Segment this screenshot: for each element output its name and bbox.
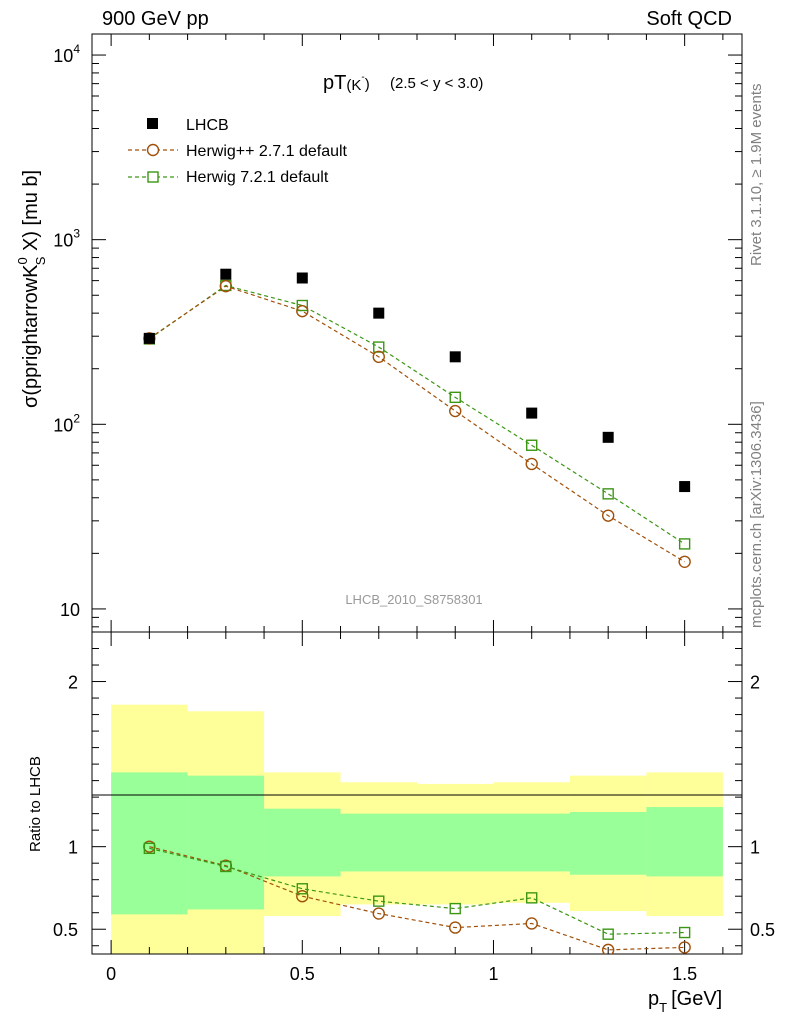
x-axis-label-sub: T [659, 1000, 667, 1015]
ratio-series-clipped [143, 840, 691, 954]
y-axis-label-main: σ(pprightarrowK [20, 264, 42, 408]
x-axis-label-unit: [GeV] [671, 988, 722, 1010]
data-point-herwigpp [296, 304, 309, 318]
ratio-band-inner [569, 811, 647, 875]
ratio-point-herwig7 [296, 883, 308, 895]
ratio-point-herwigpp [601, 943, 615, 954]
ratio-point-herwig7 [373, 895, 385, 907]
y-tick-label: 102 [53, 411, 80, 435]
data-point-lhcb [449, 351, 461, 363]
ratio-y-tick-label-left: 2 [68, 673, 78, 693]
ratio-point-herwigpp [449, 921, 462, 934]
x-axis-label-main: p [648, 988, 659, 1010]
legend-label-herwigpp: Herwig++ 2.7.1 default [186, 143, 348, 160]
ratio-point-herwig7 [678, 926, 691, 939]
data-point-lhcb [373, 307, 385, 319]
legend-marker-herwig7 [147, 171, 159, 183]
data-point-herwig7 [526, 439, 538, 451]
y-tick-label-exponent: 2 [73, 411, 80, 425]
data-point-herwigpp [219, 279, 233, 293]
ratio-band-inner [417, 813, 494, 872]
ratio-point-herwigpp [372, 907, 385, 920]
x-axis-label: pT [GeV] [648, 988, 722, 1015]
series-line-herwig7 [149, 284, 685, 545]
ratio-y-tick-label-left: 0.5 [53, 920, 78, 940]
data-point-lhcb [220, 268, 232, 280]
data-point-lhcb [143, 332, 155, 344]
chart-title-main: pT [323, 72, 346, 94]
chart-title-sub: (K [346, 77, 361, 94]
chart-title: pT(K-) [323, 72, 370, 94]
ratio-band-inner [646, 807, 723, 877]
ratio-point-herwig7 [220, 860, 232, 873]
ratio-series [143, 840, 691, 954]
data-point-lhcb [296, 272, 308, 284]
ratio-point-herwigpp [678, 941, 691, 954]
legend: LHCB Herwig++ 2.7.1 default Herwig 7.2.1… [128, 117, 348, 186]
y-tick-label: 104 [53, 42, 80, 66]
legend-label-lhcb: LHCB [186, 117, 229, 134]
analysis-watermark: LHCB_2010_S8758301 [345, 592, 482, 607]
data-point-herwigpp [449, 404, 462, 418]
data-point-herwigpp [678, 555, 691, 569]
data-point-herwigpp [601, 509, 615, 522]
ratio-point-herwig7 [602, 928, 614, 940]
chart-title-sup: - [361, 72, 364, 83]
y-axis-label-sub: S [33, 256, 48, 265]
ratio-band-inner [264, 808, 341, 877]
data-point-lhcb [526, 407, 538, 419]
x-tick-label: 0.5 [290, 964, 315, 984]
header-left: 900 GeV pp [102, 8, 209, 30]
y-tick-label-base: 10 [53, 46, 73, 66]
ratio-y-tick-label-right: 2 [750, 673, 760, 693]
data-point-herwig7 [678, 538, 691, 550]
ratio-line-herwig7 [149, 847, 685, 935]
x-tick-label: 1.5 [672, 964, 697, 984]
ratio-point-herwig7 [526, 892, 538, 904]
main-series [143, 268, 691, 569]
header-right: Soft QCD [646, 8, 732, 30]
y-tick-label-base: 10 [53, 231, 73, 251]
x-tick-label: 0 [106, 964, 116, 984]
data-point-herwigpp [372, 350, 385, 364]
y-tick-label: 103 [53, 227, 80, 251]
chart-title-range: (2.5 < y < 3.0) [390, 75, 483, 92]
ratio-band-inner [493, 813, 570, 872]
y-tick-label-exponent: 3 [73, 227, 80, 241]
x-tick-label: 1 [488, 964, 498, 984]
ratio-point-herwigpp [296, 890, 309, 903]
ratio-y-tick-label-right: 1 [750, 838, 760, 858]
data-point-herwig7 [373, 341, 385, 353]
ratio-y-axis-label: Ratio to LHCB [27, 756, 44, 852]
y-tick-label-base: 10 [60, 600, 80, 620]
data-point-herwig7 [449, 391, 461, 404]
y-axis-label-tail: X) [mu b] [20, 170, 42, 257]
ratio-point-herwig7 [143, 842, 156, 855]
y-axis-label: σ(pprightarrowK0 S X) [mu b] [15, 170, 48, 408]
data-point-herwig7 [602, 488, 614, 500]
ratio-point-herwig7 [449, 902, 461, 915]
y-tick-label-exponent: 4 [73, 42, 80, 56]
ratio-band-inner [187, 775, 265, 910]
data-point-herwig7 [296, 299, 308, 312]
chart-title-close: ) [365, 76, 370, 93]
legend-marker-herwigpp [146, 143, 160, 157]
ratio-band-inner [340, 813, 417, 872]
y-tick-label-base: 10 [53, 415, 73, 435]
ratio-y-tick-label-right: 0.5 [750, 920, 775, 940]
data-point-lhcb [602, 431, 614, 443]
series-line-herwigpp [149, 285, 685, 563]
ratio-point-herwigpp [525, 917, 538, 930]
ratio-axis-ticks: 0.5 0.5 1 1 2 2 0 0.5 1 1.5 [53, 632, 775, 984]
ratio-bands [111, 704, 723, 954]
data-point-herwigpp [525, 457, 538, 471]
y-axis-label-sup: 0 [15, 257, 30, 264]
legend-marker-lhcb [147, 118, 158, 129]
data-point-lhcb [679, 481, 691, 493]
ratio-y-tick-label-left: 1 [68, 838, 78, 858]
legend-label-herwig7: Herwig 7.2.1 default [186, 169, 329, 186]
y-tick-label: 10 [60, 600, 80, 620]
